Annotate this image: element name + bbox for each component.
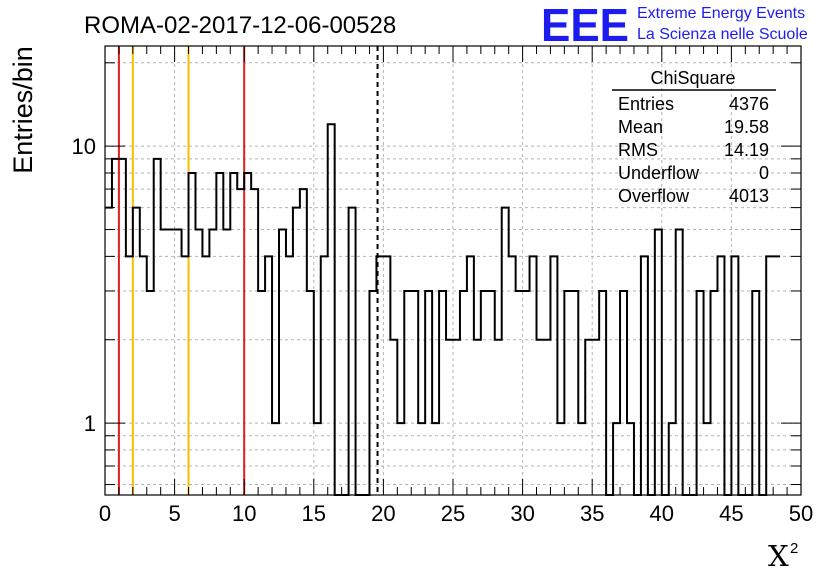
stats-row-value: 14.19 xyxy=(724,140,769,160)
eee-logo-line1: Extreme Energy Events xyxy=(637,5,805,22)
eee-logo-line2: La Scienza nelle Scuole xyxy=(637,26,808,43)
stats-row-value: 0 xyxy=(759,163,769,183)
x-tick-label: 5 xyxy=(168,501,180,526)
stats-row-label: Entries xyxy=(618,94,674,114)
x-tick-label: 10 xyxy=(232,501,256,526)
x-axis-label-main: X xyxy=(768,539,789,572)
x-tick-label: 0 xyxy=(99,501,111,526)
y-axis-label: Entries/bin xyxy=(8,46,38,174)
stats-box: ChiSquare Entries 4376 Mean 19.58 RMS 14.19 Un… xyxy=(612,68,776,206)
eee-logo: EEE Extreme Energy Events La Scienza nel… xyxy=(541,0,808,51)
x-tick-label: 20 xyxy=(371,501,395,526)
x-axis-label-superscript: 2 xyxy=(790,540,798,557)
x-tick-label: 50 xyxy=(789,501,813,526)
stats-row-label: Underflow xyxy=(618,163,700,183)
reference-lines xyxy=(117,46,379,495)
axis-ticks xyxy=(104,46,802,495)
stats-row-label: Overflow xyxy=(618,186,690,206)
x-tick-label: 35 xyxy=(580,501,604,526)
x-tick-label: 25 xyxy=(441,501,465,526)
y-tick-label: 10 xyxy=(72,134,96,159)
stats-row-value: 4013 xyxy=(729,186,769,206)
x-tick-label: 15 xyxy=(302,501,326,526)
stats-row-value: 4376 xyxy=(729,94,769,114)
axis-tick-labels: 0 5 10 15 20 25 30 35 40 45 50 1 10 xyxy=(72,134,814,526)
stats-row-label: Mean xyxy=(618,117,663,137)
x-tick-label: 40 xyxy=(650,501,674,526)
x-tick-label: 45 xyxy=(719,501,743,526)
x-tick-label: 30 xyxy=(510,501,534,526)
eee-logo-letters: EEE xyxy=(541,0,629,51)
x-axis-label: X 2 xyxy=(768,539,798,572)
y-tick-label: 1 xyxy=(84,411,96,436)
stats-row-label: RMS xyxy=(618,140,658,160)
stats-box-title: ChiSquare xyxy=(650,68,735,88)
chart-title: ROMA-02-2017-12-06-00528 xyxy=(84,12,396,39)
stats-row-value: 19.58 xyxy=(724,117,769,137)
stats-box-rows: Entries 4376 Mean 19.58 RMS 14.19 Underflow 0 Ov… xyxy=(618,94,769,206)
